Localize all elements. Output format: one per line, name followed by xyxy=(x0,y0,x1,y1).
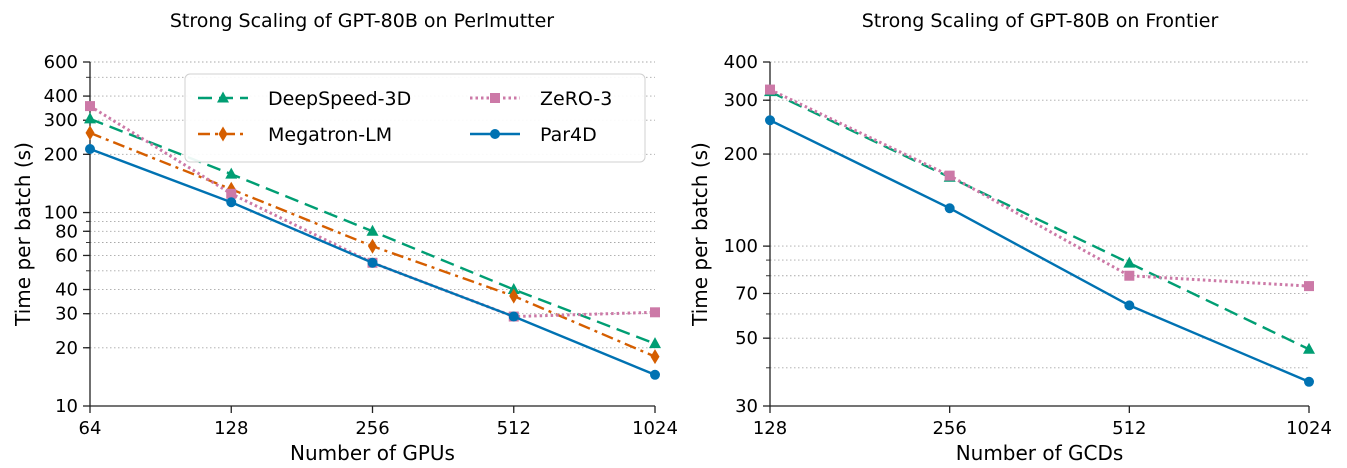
legend-marker xyxy=(490,129,500,139)
data-point xyxy=(84,112,96,123)
y-tick-label: 600 xyxy=(44,52,78,73)
data-point xyxy=(945,171,955,181)
x-axis-label: Number of GPUs xyxy=(290,441,455,465)
y-tick-label: 40 xyxy=(55,280,78,301)
x-tick-label: 64 xyxy=(79,418,102,439)
series-line xyxy=(770,120,1309,382)
legend-label: ZeRO-3 xyxy=(540,88,612,110)
legend-label: Megatron-LM xyxy=(268,124,392,146)
x-tick-label: 256 xyxy=(355,418,389,439)
y-tick-label: 30 xyxy=(735,396,758,417)
data-point xyxy=(651,349,660,364)
y-tick-label: 80 xyxy=(55,221,78,242)
data-point xyxy=(368,258,378,268)
y-tick-label: 70 xyxy=(735,283,758,304)
x-tick-label: 128 xyxy=(753,418,787,439)
left-chart-title: Strong Scaling of GPT-80B on Perlmutter xyxy=(170,10,554,32)
grid xyxy=(766,62,1309,406)
right-chart-title: Strong Scaling of GPT-80B on Frontier xyxy=(862,10,1219,32)
data-point xyxy=(649,337,661,348)
y-tick-label: 100 xyxy=(724,236,758,257)
y-tick-label: 20 xyxy=(55,338,78,359)
y-tick-label: 30 xyxy=(55,304,78,325)
data-point xyxy=(1124,300,1134,310)
data-point xyxy=(945,203,955,213)
data-point xyxy=(765,115,775,125)
x-axis-label: Number of GCDs xyxy=(956,441,1124,465)
series-par4d xyxy=(765,115,1314,387)
legend: DeepSpeed-3D Megatron-LM ZeRO-3 Par4D xyxy=(185,74,645,162)
legend-label: Par4D xyxy=(540,124,597,146)
x-tick-label: 128 xyxy=(214,418,248,439)
x-tick-label: 1024 xyxy=(632,418,678,439)
series-par4d xyxy=(85,144,660,380)
right-chart: 30 50 70 100 200 300 400 128 256 512 1024 Number of… xyxy=(688,52,1332,465)
legend-label: DeepSpeed-3D xyxy=(268,88,411,110)
x-tick-label: 1024 xyxy=(1286,418,1332,439)
y-tick-label: 400 xyxy=(44,86,78,107)
y-tick-label: 200 xyxy=(724,144,758,165)
y-tick-label: 300 xyxy=(724,90,758,111)
data-point xyxy=(86,125,95,140)
legend-marker xyxy=(490,93,500,103)
y-axis-label: Time per batch (s) xyxy=(688,142,712,327)
series-line xyxy=(770,92,1309,350)
data-point xyxy=(1124,271,1134,281)
data-point xyxy=(509,312,519,322)
y-tick-label: 50 xyxy=(735,328,758,349)
data-point xyxy=(1304,377,1314,387)
x-tick-label: 256 xyxy=(932,418,966,439)
x-tick-label: 512 xyxy=(497,418,531,439)
data-point xyxy=(650,370,660,380)
y-tick-label: 60 xyxy=(55,245,78,266)
x-tick-label: 512 xyxy=(1112,418,1146,439)
data-point xyxy=(765,85,775,95)
data-point xyxy=(650,307,660,317)
y-tick-label: 400 xyxy=(724,52,758,73)
y-axis-label: Time per batch (s) xyxy=(11,142,35,327)
y-tick-label: 300 xyxy=(44,110,78,131)
data-point xyxy=(85,101,95,111)
data-point xyxy=(368,239,377,254)
y-tick-label: 100 xyxy=(44,203,78,224)
y-tick-label: 200 xyxy=(44,144,78,165)
data-point xyxy=(85,144,95,154)
data-point xyxy=(1123,257,1135,268)
data-point xyxy=(1304,281,1314,291)
y-tick-label: 10 xyxy=(55,396,78,417)
data-point xyxy=(226,197,236,207)
